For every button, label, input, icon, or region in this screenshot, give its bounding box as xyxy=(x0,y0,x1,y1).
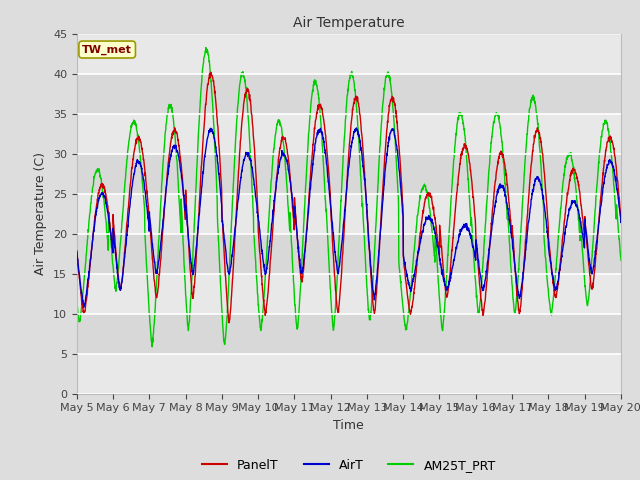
Line: AirT: AirT xyxy=(77,128,640,307)
AM25T_PRT xyxy=(257,324,264,330)
AirT xyxy=(131,165,139,171)
Bar xyxy=(77,234,621,274)
AM25T_PRT xyxy=(403,325,410,331)
Legend: PanelT, AirT, AM25T_PRT: PanelT, AirT, AM25T_PRT xyxy=(197,454,500,477)
Bar xyxy=(77,34,621,73)
Line: PanelT: PanelT xyxy=(77,72,640,323)
AM25T_PRT xyxy=(575,222,583,228)
Text: TW_met: TW_met xyxy=(82,44,132,55)
PanelT xyxy=(575,185,583,191)
AirT xyxy=(542,217,550,223)
Bar xyxy=(77,73,621,114)
AirT xyxy=(575,212,583,217)
AirT xyxy=(257,234,264,240)
AirT xyxy=(403,268,410,274)
AM25T_PRT xyxy=(73,298,81,303)
PanelT xyxy=(542,196,550,202)
AM25T_PRT xyxy=(148,344,156,349)
AM25T_PRT xyxy=(202,45,210,50)
PanelT xyxy=(257,258,264,264)
Bar xyxy=(77,114,621,154)
Bar xyxy=(77,193,621,234)
Bar xyxy=(77,354,621,394)
Line: AM25T_PRT: AM25T_PRT xyxy=(77,48,640,347)
PanelT xyxy=(73,248,81,253)
Title: Air Temperature: Air Temperature xyxy=(293,16,404,30)
Y-axis label: Air Temperature (C): Air Temperature (C) xyxy=(35,152,47,275)
AM25T_PRT xyxy=(542,264,550,270)
X-axis label: Time: Time xyxy=(333,419,364,432)
AirT xyxy=(80,304,88,310)
PanelT xyxy=(225,320,233,325)
AM25T_PRT xyxy=(131,118,139,124)
Bar xyxy=(77,274,621,313)
Bar xyxy=(77,154,621,193)
AirT xyxy=(353,125,360,131)
PanelT xyxy=(131,146,139,152)
PanelT xyxy=(207,69,214,75)
Bar xyxy=(77,313,621,354)
PanelT xyxy=(403,282,410,288)
AirT xyxy=(73,249,81,255)
